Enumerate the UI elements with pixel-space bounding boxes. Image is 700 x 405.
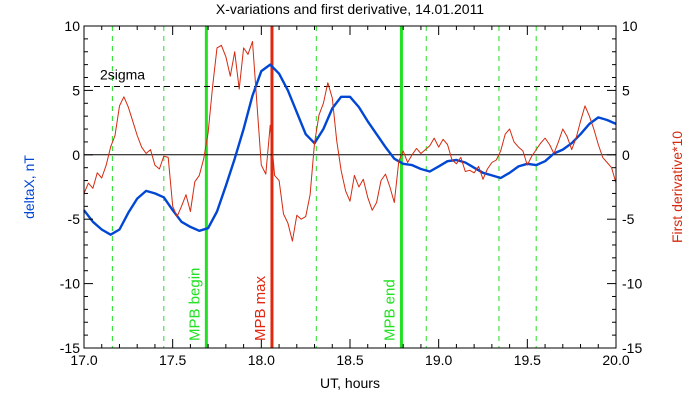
x-tick-label-6: 19.5 — [514, 352, 541, 368]
y-axis-label-left: deltaX, nT — [21, 155, 37, 219]
x-tick-label-7: 20.0 — [602, 352, 629, 368]
left-y-tick-label-3: 0 — [72, 147, 80, 163]
left-y-tick-label-6: -15 — [60, 340, 80, 356]
series-layer — [83, 41, 617, 242]
right-y-tick-label-4: -5 — [622, 211, 635, 227]
right-y-tick-label-1: 10 — [622, 18, 638, 34]
right-y-tick-label-5: -10 — [622, 276, 642, 292]
x-tick-label-2: 17.5 — [159, 352, 186, 368]
y-axis-label-right: First derivative*10 — [669, 131, 685, 243]
x-tick-label-4: 18.5 — [336, 352, 363, 368]
x-tick-label-5: 19.0 — [425, 352, 452, 368]
right-y-tick-label-2: 5 — [622, 82, 630, 98]
marker-label-1: MPB begin — [186, 268, 203, 341]
left-y-label-group: deltaX, nT — [21, 155, 37, 219]
marker-label-2: MPB max — [252, 275, 269, 341]
right-y-tick-label-3: 0 — [622, 147, 630, 163]
derivative-series-line — [83, 41, 617, 242]
x-axis-label: UT, hours — [320, 375, 380, 391]
right-y-tick-label-6: -15 — [622, 340, 642, 356]
left-y-tick-label-2: 5 — [72, 82, 80, 98]
vertical-markers-layer — [111, 26, 537, 348]
x-tick-label-1: 17.0 — [70, 352, 97, 368]
x-tick-label-3: 18.0 — [248, 352, 275, 368]
chart-title: X-variations and first derivative, 14.01… — [216, 1, 484, 17]
marker-labels-layer: MPB begin MPB max MPB end — [186, 268, 398, 341]
sigma-label: 2sigma — [100, 67, 145, 83]
marker-label-3: MPB end — [381, 279, 398, 341]
right-y-label-group: First derivative*10 — [669, 131, 685, 243]
left-y-tick-label-1: 10 — [64, 18, 80, 34]
left-y-tick-label-5: -10 — [60, 276, 80, 292]
left-y-tick-label-4: -5 — [68, 211, 81, 227]
reference-lines-layer: 2sigma — [84, 67, 616, 156]
